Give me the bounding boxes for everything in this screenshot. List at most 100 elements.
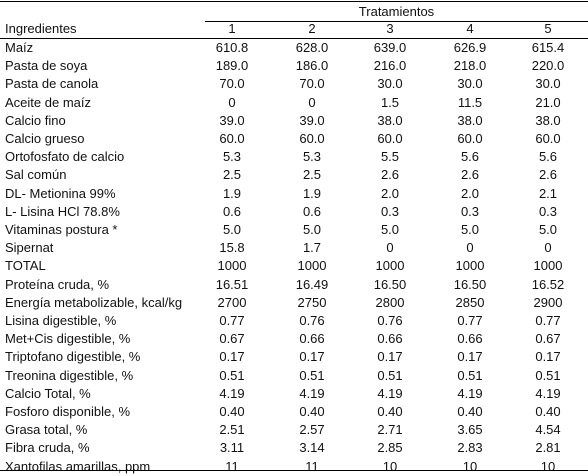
- cell-treatment-3: 1000: [375, 258, 405, 274]
- row-label: Treonina digestible, %: [5, 367, 134, 383]
- cell-treatment-2: 1.9: [302, 185, 322, 201]
- cell-treatment-1: 70.0: [219, 76, 245, 92]
- ingredients-header: Ingredientes: [5, 21, 77, 36]
- cell-treatment-3: 639.0: [373, 40, 407, 55]
- cell-treatment-5: 0.40: [535, 404, 561, 419]
- cell-treatment-1: 4.19: [219, 385, 245, 401]
- table-bottom-rule: [0, 470, 588, 471]
- cell-treatment-2: 0.40: [299, 404, 325, 419]
- cell-treatment-3: 5.0: [380, 222, 400, 237]
- table-row: Triptofano digestible, % 0.17 0.17 0.17 0.17…: [0, 348, 588, 366]
- cell-treatment-1: 2700: [217, 294, 247, 310]
- row-label: Energía metabolizable, kcal/kg: [5, 294, 183, 310]
- table-top-rule: [0, 1, 588, 2]
- cell-treatment-3: 30.0: [377, 76, 403, 92]
- row-label: Fibra cruda, %: [5, 440, 90, 456]
- cell-treatment-2: 5.0: [302, 222, 322, 237]
- table-row: Aceite de maíz 0 0 1.5 11.5 21.0: [0, 94, 588, 112]
- table-row: Energía metabolizable, kcal/kg 2700 2750 28…: [0, 294, 588, 312]
- cell-treatment-5: 5.6: [538, 149, 558, 165]
- row-label: Fosforo disponible, %: [5, 404, 131, 419]
- cell-treatment-1: 0.51: [219, 367, 245, 383]
- row-label: Ortofosfato de calcio: [5, 149, 125, 165]
- cell-treatment-2: 4.19: [299, 385, 325, 401]
- table-row: Treonina digestible, % 0.51 0.51 0.51 0.51 0.…: [0, 367, 588, 385]
- treatment-header-3: 3: [386, 21, 394, 36]
- cell-treatment-1: 0.77: [219, 313, 245, 328]
- treatment-header-2: 2: [308, 21, 316, 36]
- cell-treatment-3: 2.71: [377, 422, 403, 438]
- cell-treatment-2: 0.66: [299, 331, 325, 347]
- table-row: Calcio fino 39.0 39.0 38.0 38.0 38.0: [0, 112, 588, 130]
- cell-treatment-3: 0.3: [380, 203, 400, 219]
- cell-treatment-2: 60.0: [299, 131, 325, 146]
- cell-treatment-5: 4.54: [535, 422, 561, 438]
- cell-treatment-4: 0: [466, 240, 474, 256]
- cell-treatment-3: 38.0: [377, 112, 403, 128]
- cell-treatment-3: 4.19: [377, 385, 403, 401]
- table-row: Pasta de soya 189.0 186.0 216.0 218.0 220.0: [0, 57, 588, 75]
- cell-treatment-4: 2850: [455, 294, 485, 310]
- cell-treatment-5: 38.0: [535, 112, 561, 128]
- cell-treatment-4: 0.77: [457, 313, 483, 328]
- treatment-header-5: 5: [544, 21, 552, 36]
- cell-treatment-4: 5.6: [460, 149, 480, 165]
- cell-treatment-4: 626.9: [453, 40, 487, 55]
- cell-treatment-4: 0.40: [457, 404, 483, 419]
- cell-treatment-4: 38.0: [457, 112, 483, 128]
- cell-treatment-4: 0.3: [460, 203, 480, 219]
- cell-treatment-4: 218.0: [453, 58, 487, 74]
- cell-treatment-1: 3.11: [219, 440, 245, 456]
- cell-treatment-5: 2.81: [535, 440, 561, 456]
- row-label: L- Lisina HCl 78.8%: [5, 203, 120, 219]
- cell-treatment-1: 0.67: [219, 331, 245, 347]
- cell-treatment-5: 2.6: [538, 167, 558, 183]
- row-label: Pasta de soya: [5, 58, 88, 74]
- cell-treatment-2: 39.0: [299, 112, 325, 128]
- row-label: Proteína cruda, %: [5, 276, 110, 292]
- cell-treatment-3: 0.76: [377, 313, 403, 328]
- table-row: Sipernat 15.8 1.7 0 0 0: [0, 239, 588, 257]
- cell-treatment-4: 2.83: [457, 440, 483, 456]
- cell-treatment-1: 1000: [217, 258, 247, 274]
- cell-treatment-2: 3.14: [299, 440, 325, 456]
- row-label: Calcio Total, %: [5, 385, 91, 401]
- table-row: Pasta de canola 70.0 70.0 30.0 30.0 30.0: [0, 75, 588, 93]
- row-label: Aceite de maíz: [5, 94, 91, 110]
- table-row: Met+Cis digestible, % 0.67 0.66 0.66 0.66 0.6…: [0, 330, 588, 348]
- cell-treatment-5: 2.1: [538, 185, 558, 201]
- cell-treatment-2: 0.51: [299, 367, 325, 383]
- cell-treatment-2: 0.17: [299, 349, 325, 365]
- cell-treatment-4: 2.6: [460, 167, 480, 183]
- table-row: Sal común 2.5 2.5 2.6 2.6 2.6: [0, 166, 588, 184]
- table-row: Lisina digestible, % 0.77 0.76 0.76 0.77 0.77: [0, 312, 588, 330]
- cell-treatment-2: 11: [305, 458, 319, 474]
- cell-treatment-2: 1.7: [302, 240, 322, 256]
- cell-treatment-5: 0.51: [535, 367, 561, 383]
- row-label: Calcio fino: [5, 112, 66, 128]
- cell-treatment-1: 189.0: [215, 58, 249, 74]
- cell-treatment-5: 0.3: [538, 203, 558, 219]
- header-rule: [0, 38, 588, 39]
- cell-treatment-4: 60.0: [457, 131, 483, 146]
- cell-treatment-5: 30.0: [535, 76, 561, 92]
- row-label: Vitaminas postura *: [5, 222, 118, 237]
- cell-treatment-4: 16.50: [453, 276, 487, 292]
- treatment-header-4: 4: [466, 21, 474, 36]
- cell-treatment-5: 5.0: [538, 222, 558, 237]
- cell-treatment-5: 21.0: [535, 94, 561, 110]
- cell-treatment-5: 615.4: [531, 40, 565, 55]
- column-header-row: Ingredientes 1 2 3 4 5: [0, 20, 588, 38]
- cell-treatment-2: 628.0: [295, 40, 329, 55]
- cell-treatment-2: 2.5: [302, 167, 322, 183]
- cell-treatment-5: 0: [544, 240, 552, 256]
- cell-treatment-5: 60.0: [535, 131, 561, 146]
- cell-treatment-5: 0.17: [535, 349, 561, 365]
- row-label: Pasta de canola: [5, 76, 99, 92]
- row-label: Maíz: [5, 40, 34, 55]
- cell-treatment-5: 10: [540, 458, 556, 474]
- cell-treatment-2: 186.0: [295, 58, 329, 74]
- cell-treatment-3: 60.0: [377, 131, 403, 146]
- cell-treatment-2: 16.49: [295, 276, 329, 292]
- cell-treatment-2: 0.6: [302, 203, 322, 219]
